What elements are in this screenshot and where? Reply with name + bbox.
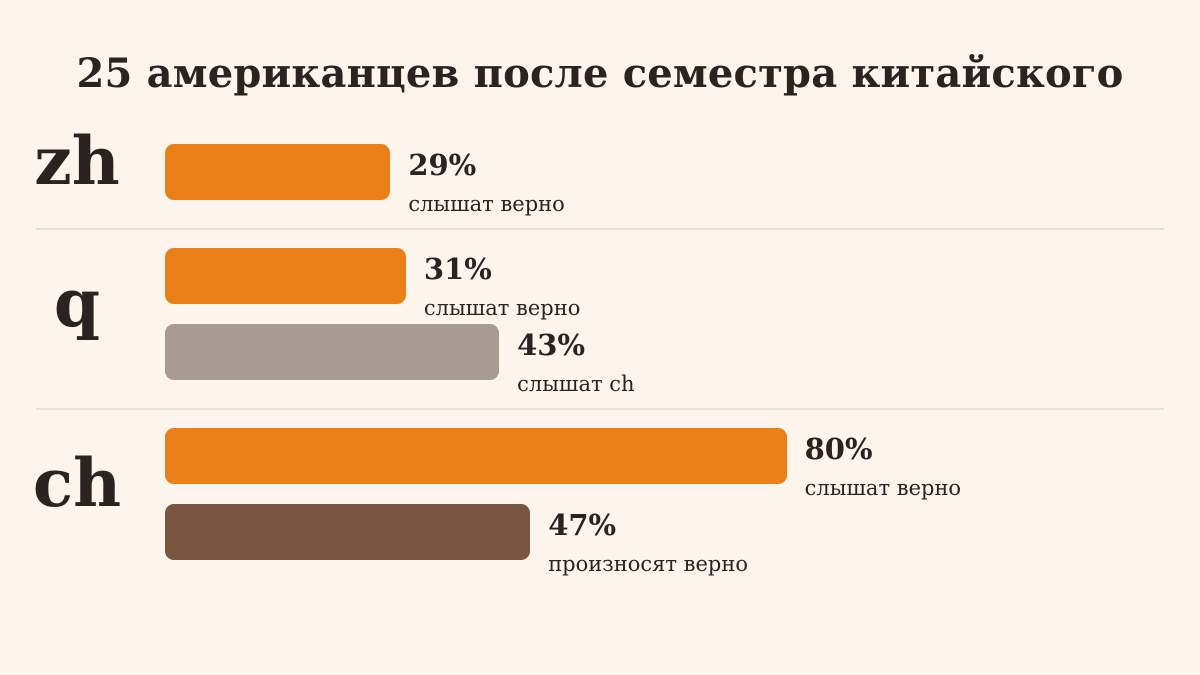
value-label-zh-1: 29% [408, 148, 477, 182]
row-label-zh: zh [34, 122, 120, 200]
chart-title: 25 американцев после семестра китайского [76, 50, 1124, 97]
value-label-ch-2: 47% [548, 508, 617, 542]
bar-q-1 [165, 248, 406, 304]
bar-description-q-1: слышат верно [423, 296, 581, 320]
bar-q-2 [165, 324, 500, 380]
group-divider [36, 228, 1164, 230]
row-label-q: q [53, 264, 101, 342]
bar-zh-1 [165, 144, 391, 200]
group-divider [36, 408, 1164, 410]
bar-ch-1 [165, 428, 787, 484]
bar-description-ch-1: слышат верно [804, 476, 962, 500]
value-label-ch-1: 80% [804, 432, 873, 466]
value-label-q-2: 43% [517, 328, 586, 362]
bar-description-ch-2: произносят верно [548, 552, 748, 576]
bar-description-q-2: слышат ch [517, 372, 635, 396]
row-label-ch: ch [32, 444, 122, 522]
bar-description-zh-1: слышат верно [408, 192, 565, 216]
bar-ch-2 [165, 504, 531, 560]
value-label-q-1: 31% [423, 252, 492, 286]
